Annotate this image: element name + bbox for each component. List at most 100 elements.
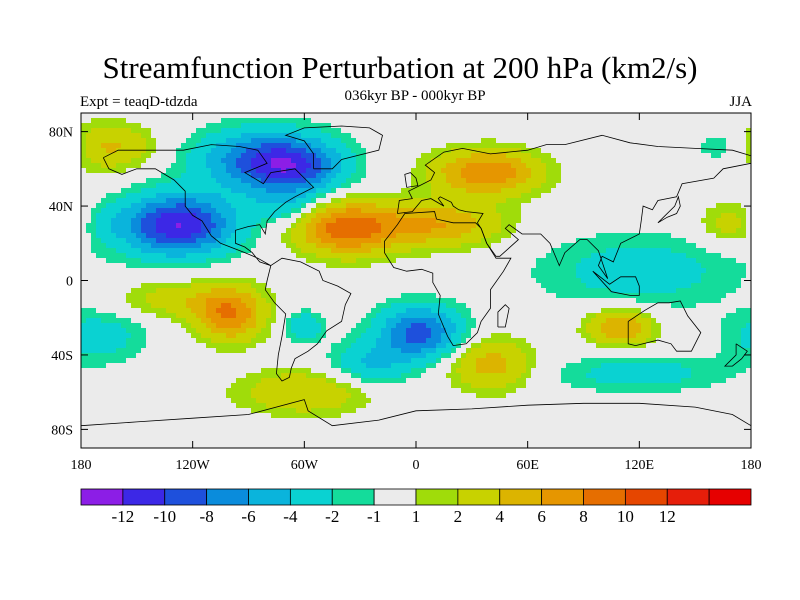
field-cell [261, 163, 267, 169]
field-cell [421, 168, 427, 174]
field-cell [206, 193, 212, 199]
field-cell [166, 183, 172, 189]
field-cell [291, 323, 297, 329]
field-cell [171, 123, 177, 129]
field-cell [91, 233, 97, 239]
field-cell [181, 348, 187, 354]
field-cell [406, 323, 412, 329]
field-cell [371, 213, 377, 219]
field-cell [346, 113, 352, 119]
field-cell [81, 408, 87, 414]
field-cell [211, 163, 217, 169]
field-cell [106, 143, 112, 149]
field-cell [196, 163, 202, 169]
field-cell [306, 413, 312, 419]
field-cell [421, 378, 427, 384]
field-cell [306, 148, 312, 154]
field-cell [231, 428, 237, 434]
field-cell [301, 113, 307, 119]
field-cell [226, 223, 232, 229]
field-cell [441, 233, 447, 239]
field-cell [451, 148, 457, 154]
field-cell [246, 268, 252, 274]
field-cell [301, 348, 307, 354]
field-cell [206, 288, 212, 294]
field-cell [301, 243, 307, 249]
field-cell [181, 418, 187, 424]
field-cell [301, 178, 307, 184]
field-cell [161, 158, 167, 164]
field-cell [211, 298, 217, 304]
field-cell [421, 333, 427, 339]
field-cell [421, 213, 427, 219]
field-cell [386, 133, 392, 139]
field-cell [106, 243, 112, 249]
field-cell [376, 423, 382, 429]
field-cell [211, 398, 217, 404]
field-cell [206, 178, 212, 184]
field-cell [371, 138, 377, 144]
field-cell [326, 268, 332, 274]
field-cell [326, 128, 332, 134]
field-cell [301, 338, 307, 344]
field-cell [206, 133, 212, 139]
field-cell [336, 418, 342, 424]
field-cell [246, 283, 252, 289]
field-cell [316, 383, 322, 389]
field-cell [141, 128, 147, 134]
field-cell [141, 393, 147, 399]
field-cell [266, 318, 272, 324]
field-cell [86, 233, 92, 239]
field-cell [156, 423, 162, 429]
field-cell [411, 373, 417, 379]
field-cell [126, 278, 132, 284]
field-cell [401, 428, 407, 434]
field-cell [221, 158, 227, 164]
field-cell [96, 123, 102, 129]
field-cell [241, 143, 247, 149]
field-cell [101, 113, 107, 119]
field-cell [246, 438, 252, 444]
field-cell [236, 418, 242, 424]
field-cell [426, 203, 432, 209]
field-cell [136, 338, 142, 344]
field-cell [346, 398, 352, 404]
field-cell [111, 253, 117, 259]
field-cell [311, 118, 317, 124]
field-cell [431, 223, 437, 229]
field-cell [81, 383, 87, 389]
field-cell [161, 298, 167, 304]
field-cell [231, 333, 237, 339]
field-cell [346, 298, 352, 304]
field-cell [271, 203, 277, 209]
field-cell [246, 343, 252, 349]
field-cell [361, 183, 367, 189]
field-cell [371, 283, 377, 289]
field-cell [141, 153, 147, 159]
field-cell [331, 273, 337, 279]
field-cell [381, 443, 387, 448]
field-cell [216, 413, 222, 419]
field-cell [256, 293, 262, 299]
field-cell [101, 403, 107, 409]
field-cell [421, 358, 427, 364]
field-cell [321, 338, 327, 344]
field-cell [206, 148, 212, 154]
field-cell [361, 233, 367, 239]
field-cell [171, 128, 177, 134]
field-cell [396, 438, 402, 444]
field-cell [356, 248, 362, 254]
field-cell [111, 388, 117, 394]
field-cell [101, 323, 107, 329]
field-cell [126, 128, 132, 134]
field-cell [136, 158, 142, 164]
field-cell [396, 443, 402, 448]
field-cell [336, 133, 342, 139]
field-cell [266, 418, 272, 424]
field-cell [311, 123, 317, 129]
field-cell [276, 128, 282, 134]
field-cell [286, 253, 292, 259]
field-cell [326, 173, 332, 179]
field-cell [306, 423, 312, 429]
field-cell [291, 348, 297, 354]
